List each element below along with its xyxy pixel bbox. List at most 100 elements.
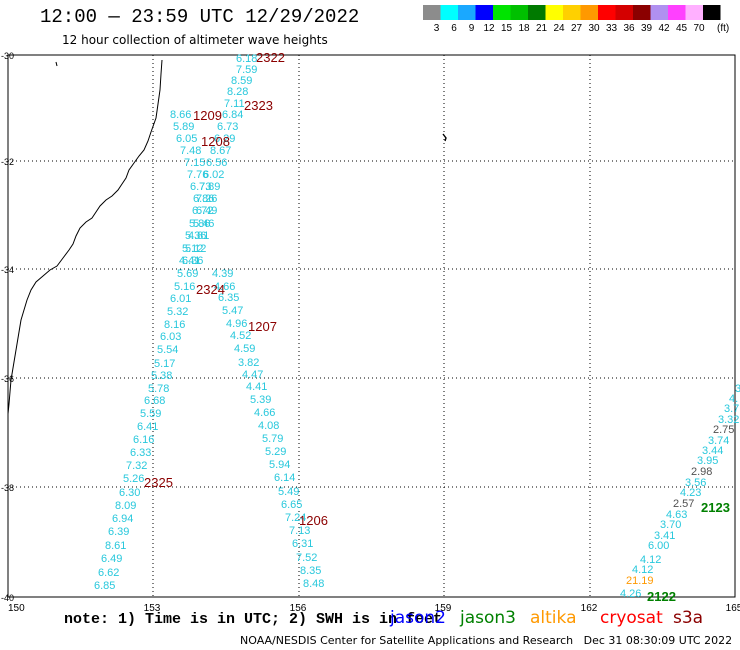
wave-height-value: 8.59 — [231, 75, 252, 87]
pass-time-label: 2323 — [244, 98, 273, 113]
legend-swatch — [440, 5, 458, 20]
lat-tick-label: -34 — [1, 265, 14, 275]
wave-height-value: 4.47 — [242, 369, 263, 381]
pass-time-label: 1208 — [201, 134, 230, 149]
island-mark — [442, 133, 447, 142]
wave-height-value: 4.26 — [620, 588, 641, 600]
legend-label: 33 — [606, 23, 618, 34]
coastline — [7, 59, 447, 415]
wave-height-value: 5.89 — [173, 121, 194, 133]
legend-unit: (ft) — [717, 23, 729, 34]
wave-height-value: 4.59 — [234, 343, 255, 355]
wave-height-value: 3.74 — [708, 435, 729, 447]
wave-height-value: 7.89 — [199, 181, 220, 193]
wave-height-value: 21.19 — [626, 575, 654, 587]
legend-label: 3 — [434, 23, 440, 34]
satellite-altika-label: altika — [530, 608, 577, 628]
altimeter-tracks: 6.187.598.598.287.116.846.736.298.676.56… — [94, 50, 740, 604]
legend-swatch — [545, 5, 563, 20]
wave-height-value: 3.70 — [660, 519, 681, 531]
wave-height-value: 6.05 — [176, 133, 197, 145]
wave-height-value: 5.38 — [151, 370, 172, 382]
legend-swatch — [580, 5, 598, 20]
wave-height-value: 4.81 — [188, 230, 209, 242]
wave-height-value: 7.32 — [126, 460, 147, 472]
wave-height-value: 5.29 — [265, 446, 286, 458]
wave-height-value: 4.12 — [632, 564, 653, 576]
legend-swatch — [668, 5, 686, 20]
legend-label: 30 — [588, 23, 600, 34]
legend-swatch — [510, 5, 528, 20]
wave-height-value: 6.85 — [94, 580, 115, 592]
wave-height-value: 4.96 — [226, 318, 247, 330]
legend-label: 27 — [571, 23, 583, 34]
wave-height-value: 6.41 — [137, 421, 158, 433]
satellite-jason3-label: jason3 — [460, 608, 516, 628]
legend-label: 36 — [623, 23, 635, 34]
wave-height-value: 8.09 — [115, 500, 136, 512]
axis-tick-labels: 150 153 156 159 162 165 -30 -32 -34 -36 -38 -40 — [1, 51, 740, 614]
wave-height-value: 6.29 — [214, 133, 235, 145]
wave-height-value: 6.33 — [130, 447, 151, 459]
wave-height-value: 4.66 — [254, 407, 275, 419]
legend-label: 18 — [518, 23, 530, 34]
wave-height-value: 5.12 — [185, 243, 206, 255]
wave-height-value: 8.66 — [170, 109, 191, 121]
wave-height-value: 6.16 — [133, 434, 154, 446]
wave-height-value: 7.26 — [196, 193, 217, 205]
wave-height-value: 3.82 — [238, 357, 259, 369]
wave-height-value: 5.16 — [174, 281, 195, 293]
legend-swatch — [528, 5, 546, 20]
wave-height-value: 4.41 — [179, 255, 200, 267]
wave-height-value: 4.39 — [212, 268, 233, 280]
wave-height-value: 8.48 — [303, 578, 324, 590]
legend-swatch — [685, 5, 703, 20]
wave-height-value: 4. — [729, 393, 738, 405]
wave-height-value: 6.86 — [193, 193, 214, 205]
wave-height-value: 6.35 — [218, 292, 239, 304]
legend-label: 21 — [536, 23, 548, 34]
wave-height-value: 6.94 — [112, 513, 133, 525]
satellite-cryosat-label: cryosat — [600, 608, 663, 628]
pass-time-label: 2322 — [256, 50, 285, 65]
legend-swatch — [615, 5, 633, 20]
coast-path — [7, 59, 163, 415]
wave-height-value: 6.49 — [101, 553, 122, 565]
wave-height-value: 5.94 — [269, 459, 290, 471]
wave-height-value: 6.73 — [217, 121, 238, 133]
lat-tick-label: -30 — [1, 51, 14, 61]
lon-tick-label: 150 — [8, 603, 25, 614]
wave-height-value: 4.12 — [640, 554, 661, 566]
lon-tick-label: 156 — [290, 603, 307, 614]
lon-tick-label: 165 — [726, 603, 740, 614]
pass-time-label: 2324 — [196, 282, 225, 297]
wave-height-value: 6.65 — [281, 499, 302, 511]
wave-height-value: 7.76 — [187, 169, 208, 181]
wave-height-value: 6.03 — [160, 331, 181, 343]
wave-height-value: 6.84 — [222, 109, 243, 121]
wave-height-value: 3.41 — [654, 530, 675, 542]
wave-height-value: 4.23 — [680, 487, 701, 499]
legend-label: 70 — [693, 23, 705, 34]
wave-height-value: 7.11 — [224, 98, 245, 110]
wave-height-value: 5.54 — [157, 344, 178, 356]
wave-height-value: 6.62 — [98, 567, 119, 579]
legend-label: 9 — [469, 23, 475, 34]
wave-height-value: 5.47 — [222, 305, 243, 317]
legend-swatch — [458, 5, 476, 20]
lat-tick-label: -32 — [1, 157, 14, 167]
wave-height-value: 4.08 — [258, 420, 279, 432]
legend-swatch — [475, 5, 493, 20]
wave-height-value: 5.69 — [177, 268, 198, 280]
wave-height-value: 2.57 — [673, 498, 694, 510]
wave-height-value: 5.49 — [278, 486, 299, 498]
wave-height-value: 6.68 — [144, 395, 165, 407]
pass-time-label: 2325 — [144, 475, 173, 490]
wave-height-value: 3. — [735, 383, 740, 395]
lat-tick-label: -36 — [1, 374, 14, 384]
wave-height-value: 6.02 — [203, 169, 224, 181]
wave-height-value: 6.39 — [108, 526, 129, 538]
wave-height-value: 7.52 — [296, 552, 317, 564]
wave-height-value: 3.95 — [697, 455, 718, 467]
legend-swatch — [633, 5, 651, 20]
